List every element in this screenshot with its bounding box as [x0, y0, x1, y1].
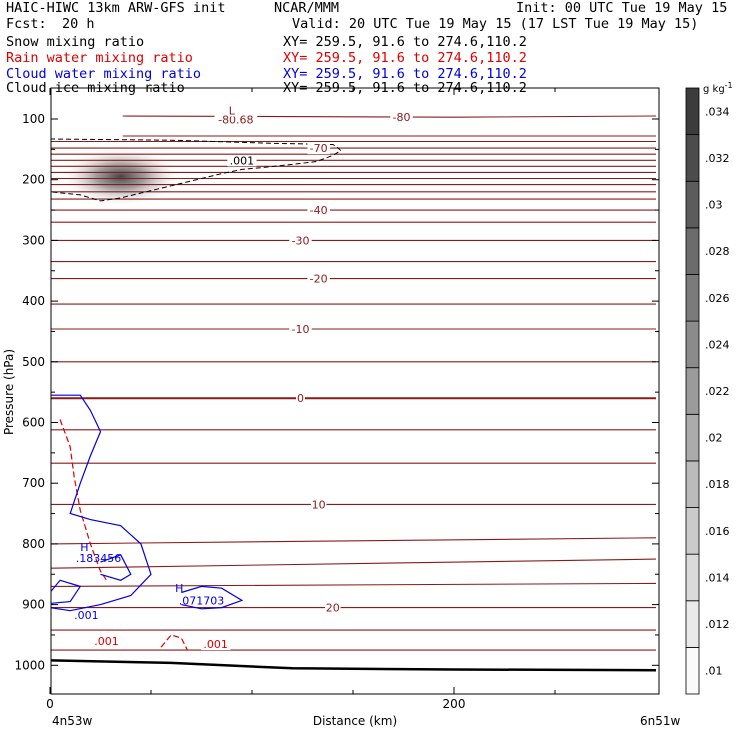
valid-time: Valid: 20 UTC Tue 19 May 15 (17 LST Tue … [292, 16, 699, 32]
colorbar-label: .012 [705, 618, 730, 631]
field-rain-name: Rain water mixing ratio [6, 50, 193, 66]
field-snow-xy: XY= 259.5, 91.6 to 274.6,110.2 [283, 34, 527, 50]
snow-contour-label: .001 [230, 154, 255, 167]
plot-frame [50, 87, 660, 695]
colorbar-segment [685, 553, 700, 602]
snow-contour [51, 138, 342, 202]
x-tick-label: 0 [46, 697, 54, 711]
temperature-contour [51, 537, 657, 545]
cloud-water-contour [100, 554, 132, 581]
organization: NCAR/MMM [274, 0, 340, 16]
chart-title: HAIC-HIWC 13km ARW-GFS init [6, 0, 226, 16]
colorbar-segment [685, 134, 700, 182]
field-snow-name: Snow mixing ratio [6, 34, 145, 50]
init-time: Init: 00 UTC Tue 19 May 15 [516, 0, 728, 16]
colorbar-label: .016 [705, 525, 730, 538]
y-tick-label: 800 [22, 537, 45, 551]
y-axis-label: Pressure (hPa) [2, 349, 16, 435]
cloud-water-contour [51, 394, 152, 612]
colorbar-segment [685, 646, 700, 695]
rain-contour [160, 634, 188, 651]
temperature-contour-label: -80 [392, 111, 410, 124]
cloud-water-label: .183456 [76, 552, 122, 565]
cloud-water-label: H [175, 582, 183, 595]
temperature-contour-label: 10 [312, 498, 326, 511]
colorbar-segment [685, 600, 700, 648]
field-cloud-water-name: Cloud water mixing ratio [6, 66, 202, 82]
terrain-line [51, 659, 657, 672]
y-tick-label: 100 [22, 112, 45, 126]
rain-contour-label: .001 [203, 638, 228, 651]
y-tick-label: 300 [22, 233, 45, 247]
temperature-contour-label: -80.68 [218, 114, 253, 127]
rain-contour-label: .001 [94, 635, 119, 648]
colorbar-segment [685, 367, 700, 415]
colorbar-segment [685, 227, 700, 275]
temperature-contour-label: L [229, 105, 236, 118]
colorbar-label: .01 [705, 665, 723, 678]
temperature-contour-label: -30 [291, 234, 309, 247]
colorbar-segment [685, 507, 700, 555]
temperature-contour-label: -40 [310, 204, 328, 217]
colorbar-label: .032 [705, 152, 730, 165]
colorbar-label: .026 [705, 292, 730, 305]
temperature-contour-label: -20 [310, 273, 328, 286]
temperature-contour-label: -70 [310, 142, 328, 155]
x-tick-label: 200 [443, 697, 466, 711]
colorbar-segment [685, 413, 700, 462]
y-tick-label: 1000 [14, 658, 45, 672]
y-tick-label: 600 [22, 416, 45, 430]
cloud-water-label: .001 [74, 609, 99, 622]
y-tick-label: 500 [22, 355, 45, 369]
snow-shading [58, 146, 183, 207]
temperature-contour [122, 115, 657, 118]
colorbar-label: .02 [705, 432, 723, 445]
right-endpoint-label: 6n51w [640, 714, 681, 728]
field-cloud-water-xy: XY= 259.5, 91.6 to 274.6,110.2 [283, 66, 527, 82]
y-tick-label: 700 [22, 476, 45, 490]
colorbar-segment [685, 320, 700, 369]
colorbar-label: .034 [705, 105, 730, 118]
cloud-water-label: .071703 [179, 594, 225, 607]
y-tick-label: 900 [22, 598, 45, 612]
rain-contour [59, 419, 108, 581]
cloud-water-label: H [80, 541, 88, 554]
colorbar-label: .03 [705, 199, 723, 212]
temperature-contour [51, 582, 657, 587]
y-tick-label: 400 [22, 294, 45, 308]
forecast-hour: 20 h [62, 16, 95, 32]
y-tick-label: 200 [22, 173, 45, 187]
colorbar-segment [685, 460, 700, 508]
cloud-water-contour [181, 585, 244, 610]
temperature-contour-label: 20 [326, 602, 340, 615]
left-endpoint-label: 4n53w [52, 714, 93, 728]
forecast-label: Fcst: [6, 16, 47, 32]
colorbar-label: .022 [705, 385, 730, 398]
temperature-contour-label: 0 [297, 392, 304, 405]
temperature-contour-label: -10 [291, 323, 309, 336]
temperature-contour [51, 558, 657, 569]
colorbar-label: .024 [705, 338, 730, 351]
x-axis-label: Distance (km) [313, 714, 397, 728]
colorbar-segment [685, 180, 700, 229]
colorbar-segment [685, 274, 700, 322]
colorbar-label: .014 [705, 571, 730, 584]
cloud-water-contour [51, 579, 82, 604]
colorbar-unit: g kg-1 [703, 81, 733, 95]
field-rain-xy: XY= 259.5, 91.6 to 274.6,110.2 [283, 50, 527, 66]
colorbar-label: .018 [705, 478, 730, 491]
colorbar-segment [685, 87, 700, 136]
colorbar-label: .028 [705, 245, 730, 258]
